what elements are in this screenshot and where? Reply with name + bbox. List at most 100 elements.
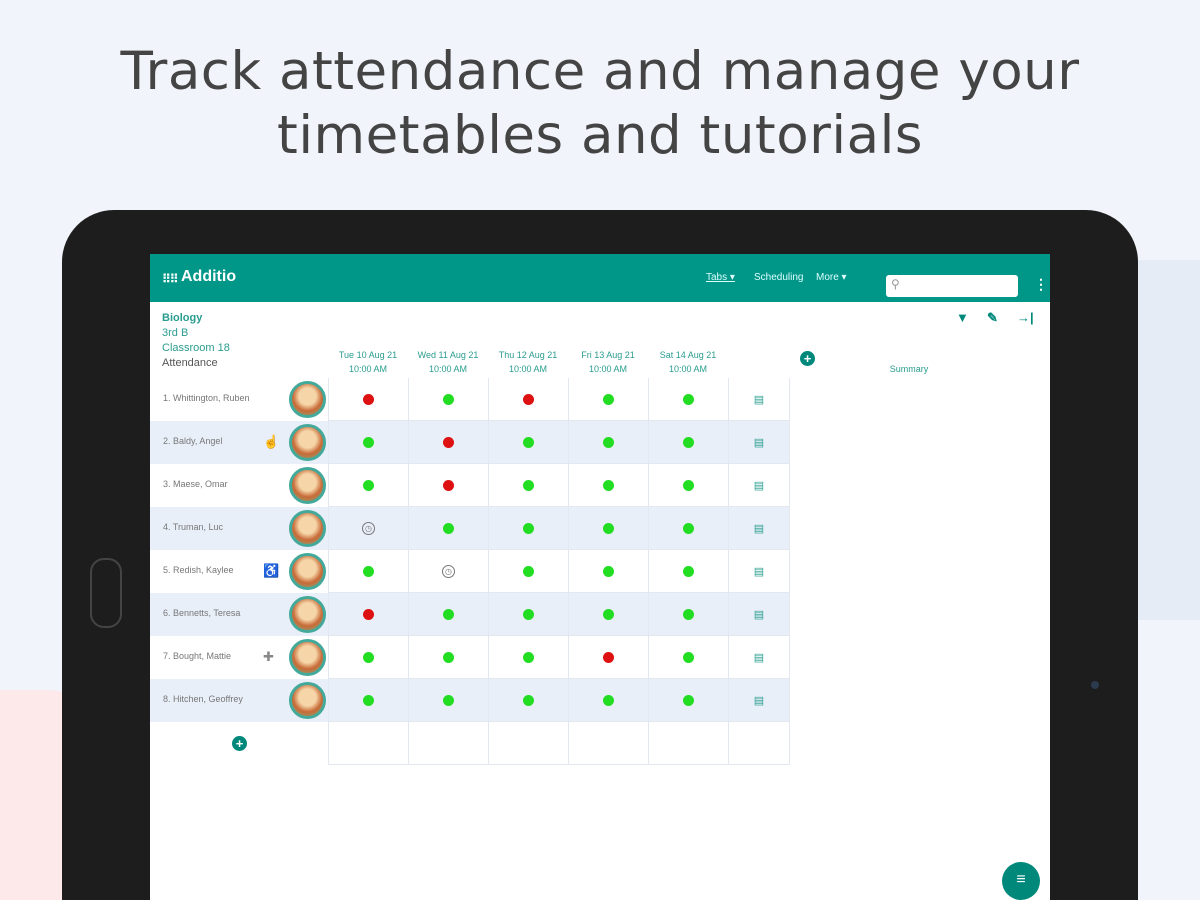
student-name-cell[interactable]: 4. Truman, Luc bbox=[150, 507, 328, 550]
attendance-cell[interactable] bbox=[648, 593, 728, 636]
attendance-cell[interactable] bbox=[408, 593, 488, 636]
empty-row bbox=[150, 722, 790, 765]
present-dot bbox=[363, 479, 374, 491]
present-dot bbox=[523, 522, 534, 534]
attendance-cell[interactable] bbox=[488, 507, 568, 550]
apps-grid-icon[interactable]: ⠿⠿ bbox=[162, 272, 179, 286]
attendance-cell[interactable] bbox=[328, 636, 408, 679]
date-column-header[interactable]: Sat 14 Aug 21 10:00 AM bbox=[648, 348, 728, 376]
summary-cell[interactable]: ▤ bbox=[728, 378, 790, 421]
present-dot bbox=[523, 436, 534, 448]
empty-cell bbox=[328, 722, 408, 765]
attendance-cell[interactable] bbox=[408, 636, 488, 679]
nav-tabs[interactable]: Tabs ▾ bbox=[706, 272, 735, 283]
home-button[interactable] bbox=[90, 558, 122, 628]
student-name-cell[interactable]: 2. Baldy, Angel ☝ bbox=[150, 421, 328, 464]
avatar bbox=[289, 639, 326, 676]
attendance-cell[interactable] bbox=[488, 378, 568, 421]
attendance-cell[interactable] bbox=[488, 464, 568, 507]
attendance-cell[interactable] bbox=[488, 550, 568, 593]
date-column-header[interactable]: Fri 13 Aug 21 10:00 AM bbox=[568, 348, 648, 376]
edit-icon[interactable]: ✎ bbox=[987, 310, 998, 325]
attendance-cell[interactable] bbox=[408, 421, 488, 464]
camera bbox=[1091, 681, 1099, 689]
app-screen: ⠿⠿ Additio Tabs ▾ Scheduling More ▾ ⚲ ⋮ … bbox=[150, 254, 1050, 900]
attendance-cell[interactable] bbox=[328, 593, 408, 636]
attendance-cell[interactable] bbox=[648, 378, 728, 421]
attendance-cell[interactable] bbox=[568, 679, 648, 722]
summary-cell[interactable]: ▤ bbox=[728, 636, 790, 679]
absent-dot bbox=[443, 479, 454, 491]
student-name-cell[interactable]: 3. Maese, Omar bbox=[150, 464, 328, 507]
student-name-cell[interactable]: 6. Bennetts, Teresa bbox=[150, 593, 328, 636]
summary-cell[interactable]: ▤ bbox=[728, 593, 790, 636]
attendance-cell[interactable] bbox=[408, 507, 488, 550]
attendance-cell[interactable] bbox=[488, 679, 568, 722]
student-name-cell[interactable]: 7. Bought, Mattie ✚ bbox=[150, 636, 328, 679]
summary-cell[interactable]: ▤ bbox=[728, 464, 790, 507]
attendance-cell[interactable] bbox=[328, 550, 408, 593]
date-column-header[interactable]: Thu 12 Aug 21 10:00 AM bbox=[488, 348, 568, 376]
student-name: 6. Bennetts, Teresa bbox=[163, 608, 241, 618]
more-options-icon[interactable]: ⋮ bbox=[1034, 276, 1048, 292]
present-dot bbox=[603, 479, 614, 491]
column-time: 10:00 AM bbox=[668, 364, 708, 374]
collapse-icon[interactable]: →| bbox=[1017, 310, 1034, 325]
attendance-cell[interactable] bbox=[648, 679, 728, 722]
attendance-cell[interactable] bbox=[568, 593, 648, 636]
attendance-cell[interactable] bbox=[648, 507, 728, 550]
menu-fab[interactable]: ≡ bbox=[1002, 862, 1040, 900]
nav-scheduling[interactable]: Scheduling bbox=[754, 272, 804, 283]
attendance-cell[interactable] bbox=[568, 636, 648, 679]
headline-line-1: Track attendance and manage your bbox=[120, 41, 1080, 102]
attendance-cell[interactable] bbox=[568, 378, 648, 421]
search-input[interactable]: ⚲ bbox=[886, 275, 1018, 297]
student-row: 4. Truman, Luc ◷ ▤ bbox=[150, 507, 790, 550]
summary-cell[interactable]: ▤ bbox=[728, 507, 790, 550]
attendance-cell[interactable] bbox=[568, 421, 648, 464]
late-clock-icon: ◷ bbox=[362, 521, 375, 535]
present-dot bbox=[683, 694, 694, 706]
present-dot bbox=[443, 694, 454, 706]
attendance-cell[interactable] bbox=[328, 464, 408, 507]
attendance-cell[interactable] bbox=[408, 464, 488, 507]
attendance-cell[interactable] bbox=[568, 507, 648, 550]
attendance-cell[interactable] bbox=[488, 421, 568, 464]
attendance-cell[interactable]: ◷ bbox=[408, 550, 488, 593]
summary-cell[interactable]: ▤ bbox=[728, 421, 790, 464]
summary-cell[interactable]: ▤ bbox=[728, 550, 790, 593]
attendance-cell[interactable] bbox=[408, 378, 488, 421]
student-row: 7. Bought, Mattie ✚ ▤ bbox=[150, 636, 790, 679]
attendance-cell[interactable] bbox=[568, 550, 648, 593]
attendance-cell[interactable] bbox=[328, 378, 408, 421]
attendance-cell[interactable] bbox=[648, 421, 728, 464]
student-name: 7. Bought, Mattie bbox=[163, 651, 232, 661]
attendance-cell[interactable] bbox=[328, 421, 408, 464]
student-name-cell[interactable]: 5. Redish, Kaylee ♿ bbox=[150, 550, 328, 593]
summary-icon: ▤ bbox=[753, 565, 765, 578]
student-name-cell[interactable]: 8. Hitchen, Geoffrey bbox=[150, 679, 328, 722]
attendance-cell[interactable] bbox=[488, 593, 568, 636]
attendance-cell[interactable] bbox=[648, 636, 728, 679]
date-column-header[interactable]: Wed 11 Aug 21 10:00 AM bbox=[408, 348, 488, 376]
attendance-cell[interactable] bbox=[408, 679, 488, 722]
attendance-cell[interactable] bbox=[648, 464, 728, 507]
summary-cell[interactable]: ▤ bbox=[728, 679, 790, 722]
add-column-button[interactable]: + bbox=[800, 351, 815, 366]
nav-more[interactable]: More ▾ bbox=[816, 272, 847, 283]
date-column-header[interactable]: Tue 10 Aug 21 10:00 AM bbox=[328, 348, 408, 376]
attendance-cell[interactable]: ◷ bbox=[328, 507, 408, 550]
medical-icon: ✚ bbox=[263, 649, 274, 664]
attendance-cell[interactable] bbox=[648, 550, 728, 593]
attendance-cell[interactable] bbox=[568, 464, 648, 507]
column-date: Sat 14 Aug 21 bbox=[659, 350, 717, 360]
avatar bbox=[289, 424, 326, 461]
student-name-cell[interactable]: 1. Whittington, Ruben bbox=[150, 378, 328, 421]
add-student-button[interactable]: + bbox=[232, 736, 247, 751]
column-time: 10:00 AM bbox=[428, 364, 468, 374]
attendance-cell[interactable] bbox=[488, 636, 568, 679]
student-row: 2. Baldy, Angel ☝ ▤ bbox=[150, 421, 790, 464]
headline: Track attendance and manage your timetab… bbox=[0, 40, 1200, 168]
filter-icon[interactable]: ▼ bbox=[956, 310, 969, 325]
attendance-cell[interactable] bbox=[328, 679, 408, 722]
